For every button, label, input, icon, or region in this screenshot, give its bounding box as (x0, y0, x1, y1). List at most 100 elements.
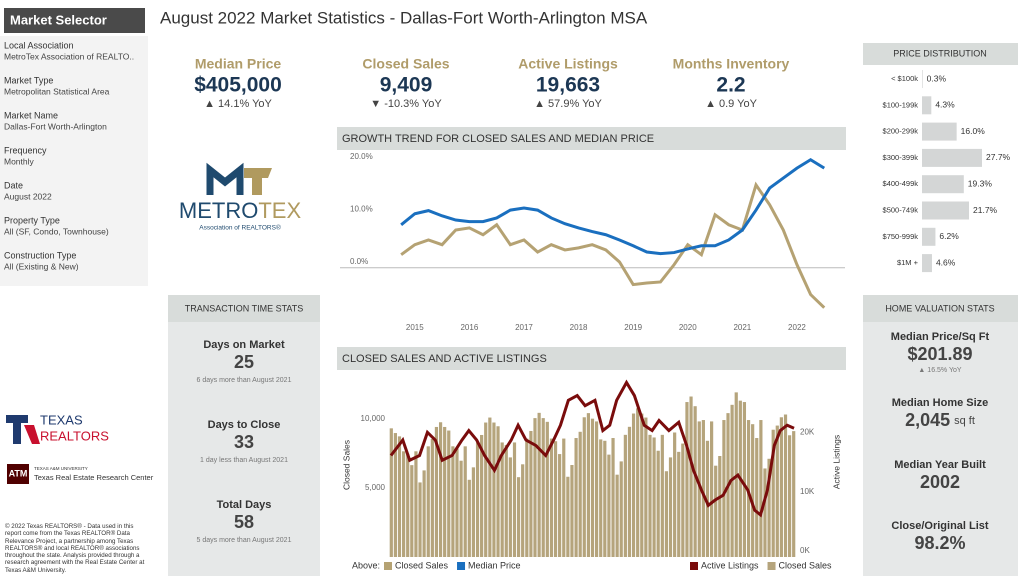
tr-texas: TEXAS (40, 412, 83, 427)
bar (438, 422, 443, 557)
legend-label: Median Price (468, 560, 521, 570)
bar (467, 479, 471, 557)
bar (516, 477, 521, 557)
category-label: $500-749k (883, 205, 919, 214)
tamu-text: TEXAS A&M UNIVERSITY (34, 466, 88, 471)
field-label: Property Type (4, 215, 60, 225)
bar (496, 426, 500, 557)
stat-note: 5 days more than August 2021 (197, 537, 292, 544)
bar (463, 446, 467, 557)
bar (922, 70, 923, 88)
field-label: Construction Type (4, 250, 76, 260)
x-tick-label: 2018 (570, 323, 588, 332)
logo-t (244, 168, 272, 195)
bar (767, 458, 771, 557)
trerc-logo: ATM TEXAS A&M UNIVERSITY Texas Real Esta… (7, 464, 154, 484)
logo-tex: TEX (258, 198, 301, 223)
field-value: Monthly (4, 156, 35, 166)
transaction-panel (168, 295, 320, 576)
bar (578, 431, 582, 557)
category-label: $1M + (897, 258, 919, 267)
stat-label: Days to Close (208, 419, 281, 431)
value-label: 4.3% (935, 100, 955, 110)
x-tick-label: 2015 (406, 323, 424, 332)
bar (414, 451, 418, 557)
field-value: All (Existing & New) (4, 261, 79, 271)
bar (751, 424, 755, 557)
stat-value: 25 (234, 352, 254, 372)
y-axis-label: Closed Sales (341, 440, 351, 490)
sidebar-bg (0, 36, 148, 286)
bar (537, 412, 541, 557)
value-label: 19.3% (968, 178, 993, 188)
legend-label: Closed Sales (395, 560, 449, 570)
bar (459, 460, 463, 557)
bar (570, 465, 574, 557)
bar (627, 426, 632, 557)
bar (677, 451, 681, 557)
valuation-label: Close/Original List (891, 520, 989, 532)
bar (636, 408, 640, 557)
texas-realtors-logo: TEXAS REALTORS (6, 412, 109, 444)
field-value: All (SF, Condo, Townhouse) (4, 226, 109, 236)
bar (574, 438, 578, 557)
kpi-value: 2.2 (716, 74, 745, 97)
bar (484, 422, 488, 557)
transaction-header (168, 295, 320, 322)
bar (418, 482, 422, 557)
x-tick-label: 2021 (733, 323, 751, 332)
field-value: August 2022 (4, 191, 52, 201)
valuation-label: Median Home Size (892, 397, 989, 409)
kpi-value: 9,409 (380, 74, 433, 97)
valuation-label: Median Price/Sq Ft (891, 331, 990, 343)
category-label: < $100k (891, 74, 918, 83)
bar (779, 417, 783, 557)
bar (590, 418, 595, 557)
trerc-text: Texas Real Estate Research Center (34, 473, 154, 482)
tamu-box (7, 464, 29, 484)
tr-mark-red (24, 425, 40, 444)
y-tick-label: 20.0% (350, 152, 373, 161)
bar (668, 457, 673, 557)
bar (644, 417, 648, 557)
transaction-title: TRANSACTION TIME STATS (185, 303, 304, 313)
value-label: 4.6% (936, 257, 956, 267)
logo-text: METROTEX (179, 198, 302, 223)
field-label: Frequency (4, 145, 47, 155)
kpi-value: 19,663 (536, 74, 600, 97)
bar (673, 432, 677, 557)
kpi-label: Closed Sales (362, 56, 449, 72)
valuation-unit: sq ft (954, 415, 975, 427)
y2-tick-label: 20K (800, 427, 815, 436)
bar (521, 464, 525, 557)
bar (406, 453, 410, 557)
bar (697, 421, 701, 557)
y2-tick-label: 10K (800, 487, 815, 496)
bar (660, 434, 664, 557)
stat-value: 58 (234, 512, 254, 532)
legend-swatch (457, 562, 466, 570)
bar (475, 442, 480, 557)
bar (656, 450, 660, 557)
bar (783, 414, 788, 557)
legend-swatch (384, 562, 392, 570)
category-label: $300-399k (883, 153, 919, 162)
bar (586, 413, 591, 557)
legend-title: Above: (352, 560, 380, 570)
bar (529, 430, 533, 557)
bar (500, 442, 504, 557)
stat-label: Days on Market (203, 339, 285, 351)
series-line (400, 181, 826, 309)
kpi-value: $405,000 (194, 74, 282, 97)
valuation-number: 2002 (920, 472, 960, 492)
bar (549, 438, 554, 557)
x-tick-label: 2020 (679, 323, 697, 332)
bar (922, 254, 932, 273)
bar (619, 461, 623, 557)
bar (508, 457, 512, 557)
logo-sub: Association of REALTORS® (199, 224, 281, 232)
valuation-number: $201.89 (907, 344, 972, 364)
field-value: Dallas-Fort Worth-Arlington (4, 121, 107, 131)
bar (693, 406, 697, 557)
